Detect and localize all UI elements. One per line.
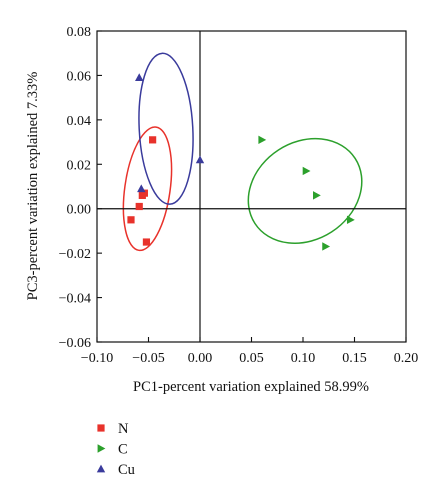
data-point-cu (135, 73, 144, 82)
y-axis-label: PC3-percent variation explained 7.33% (25, 72, 41, 301)
zero-lines (97, 31, 406, 342)
points-layer (127, 73, 355, 251)
y-tick-label: 0.02 (67, 158, 92, 173)
x-tick-label: 0.05 (239, 351, 264, 366)
legend: NC Cu (96, 421, 135, 478)
x-axis-label: PC1-percent variation explained 58.99% (133, 379, 369, 395)
confidence-ellipse-c (247, 137, 363, 245)
y-tick-label: −0.04 (59, 292, 91, 307)
data-point-cu (195, 155, 205, 164)
confidence-ellipse-n (122, 126, 173, 252)
y-tick-label: −0.06 (59, 336, 91, 351)
data-point-n (149, 136, 157, 144)
confidence-ellipse-cu (138, 52, 194, 205)
y-tick-label: −0.02 (59, 247, 91, 262)
data-point-c (322, 242, 331, 251)
legend-marker-n (97, 424, 105, 432)
data-point-n (127, 216, 135, 224)
y-tick-label: 0.08 (67, 25, 92, 40)
data-point-c (312, 191, 321, 200)
legend-label-cu: Cu (118, 462, 135, 478)
x-axis-ticks: −0.10 −0.05 0.00 0.05 0.10 0.15 0.20 (81, 337, 418, 366)
x-tick-label: −0.10 (81, 351, 113, 366)
legend-label-c: C (118, 442, 128, 458)
y-tick-label: 0.00 (67, 203, 92, 218)
y-tick-label: 0.06 (67, 69, 92, 84)
x-tick-label: 0.10 (291, 351, 316, 366)
y-axis-ticks: 0.08 0.06 0.04 0.02 0.00 −0.02 −0.04 −0.06 (59, 25, 102, 351)
legend-label-n: N (118, 421, 129, 437)
data-point-c (346, 215, 355, 225)
data-point-n (138, 191, 146, 199)
data-point-n (135, 202, 143, 211)
legend-marker-c (97, 444, 106, 453)
ellipses-layer (122, 52, 363, 252)
x-tick-label: −0.05 (132, 351, 164, 366)
data-point-cu (137, 184, 146, 193)
legend-marker-cu (96, 464, 106, 473)
x-tick-label: 0.15 (342, 351, 367, 366)
data-point-n (142, 238, 151, 246)
y-tick-label: 0.04 (67, 114, 92, 129)
x-tick-label: 0.20 (394, 351, 419, 366)
data-point-c (302, 166, 311, 176)
x-tick-label: 0.00 (188, 351, 213, 366)
data-point-c (258, 135, 267, 145)
